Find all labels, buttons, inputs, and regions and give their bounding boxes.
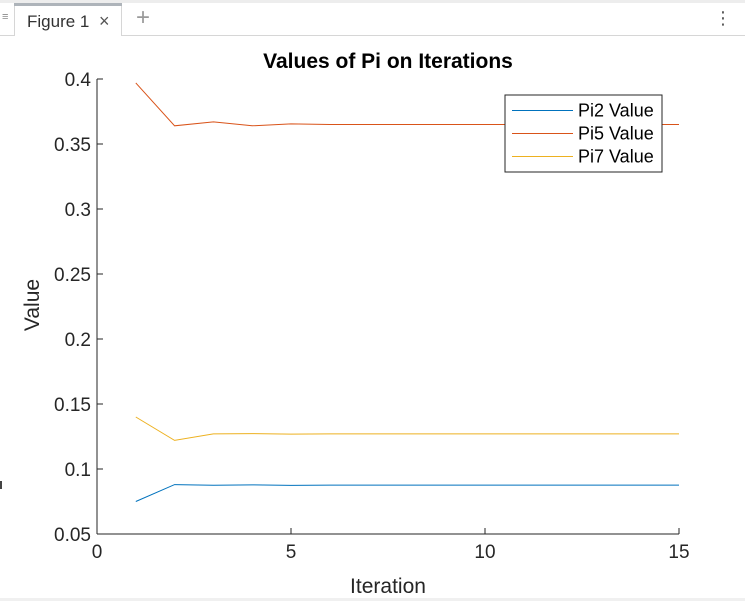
y-tick-label: 0.15: [54, 395, 91, 416]
x-tick-label: 5: [286, 542, 297, 563]
legend-label: Pi5 Value: [578, 124, 654, 144]
series-line-1: [135, 484, 679, 502]
x-tick-label: 15: [668, 542, 689, 563]
figure-tab-bar: ≡ Figure 1 × + ⋮: [0, 0, 745, 36]
bottom-strip: [0, 598, 745, 601]
y-tick-label: 0.05: [54, 525, 91, 546]
legend-label: Pi7 Value: [578, 147, 654, 167]
y-tick-label: 0.3: [65, 200, 91, 221]
tab-bar-top-line: [0, 0, 745, 3]
x-tick-label: 10: [474, 542, 495, 563]
line-chart: Values of Pi on Iterations 0 5 10 15 0.05 0.1…: [21, 50, 690, 598]
legend-label: Pi2 Value: [578, 101, 654, 121]
series-line-3: [135, 416, 679, 441]
y-tick-label: 0.35: [54, 135, 91, 156]
close-icon[interactable]: ×: [99, 11, 110, 31]
y-tick-label: 0.25: [54, 265, 91, 286]
add-figure-tab-icon[interactable]: +: [136, 4, 151, 31]
y-tick-label: 0.1: [65, 460, 91, 481]
y-tick-label: 0.2: [65, 330, 91, 351]
tab-list-icon[interactable]: ≡: [2, 11, 9, 23]
edge-marker: [0, 481, 2, 489]
figure-tab-title: Figure 1: [27, 12, 90, 31]
x-axis-label: Iteration: [350, 575, 426, 598]
chart-title: Values of Pi on Iterations: [263, 50, 513, 73]
y-tick-label: 0.4: [65, 70, 92, 91]
x-tick-label: 0: [92, 542, 103, 563]
more-options-icon[interactable]: ⋮: [714, 8, 732, 28]
legend[interactable]: Pi2 Value Pi5 Value Pi7 Value: [504, 94, 663, 173]
figure-tab[interactable]: Figure 1 ×: [14, 3, 122, 36]
axes: 0 5 10 15 0.05 0.1 0.15 0.2 0.25 0.3 0.35 0.4: [54, 70, 690, 563]
y-axis-label: Value: [21, 279, 44, 331]
